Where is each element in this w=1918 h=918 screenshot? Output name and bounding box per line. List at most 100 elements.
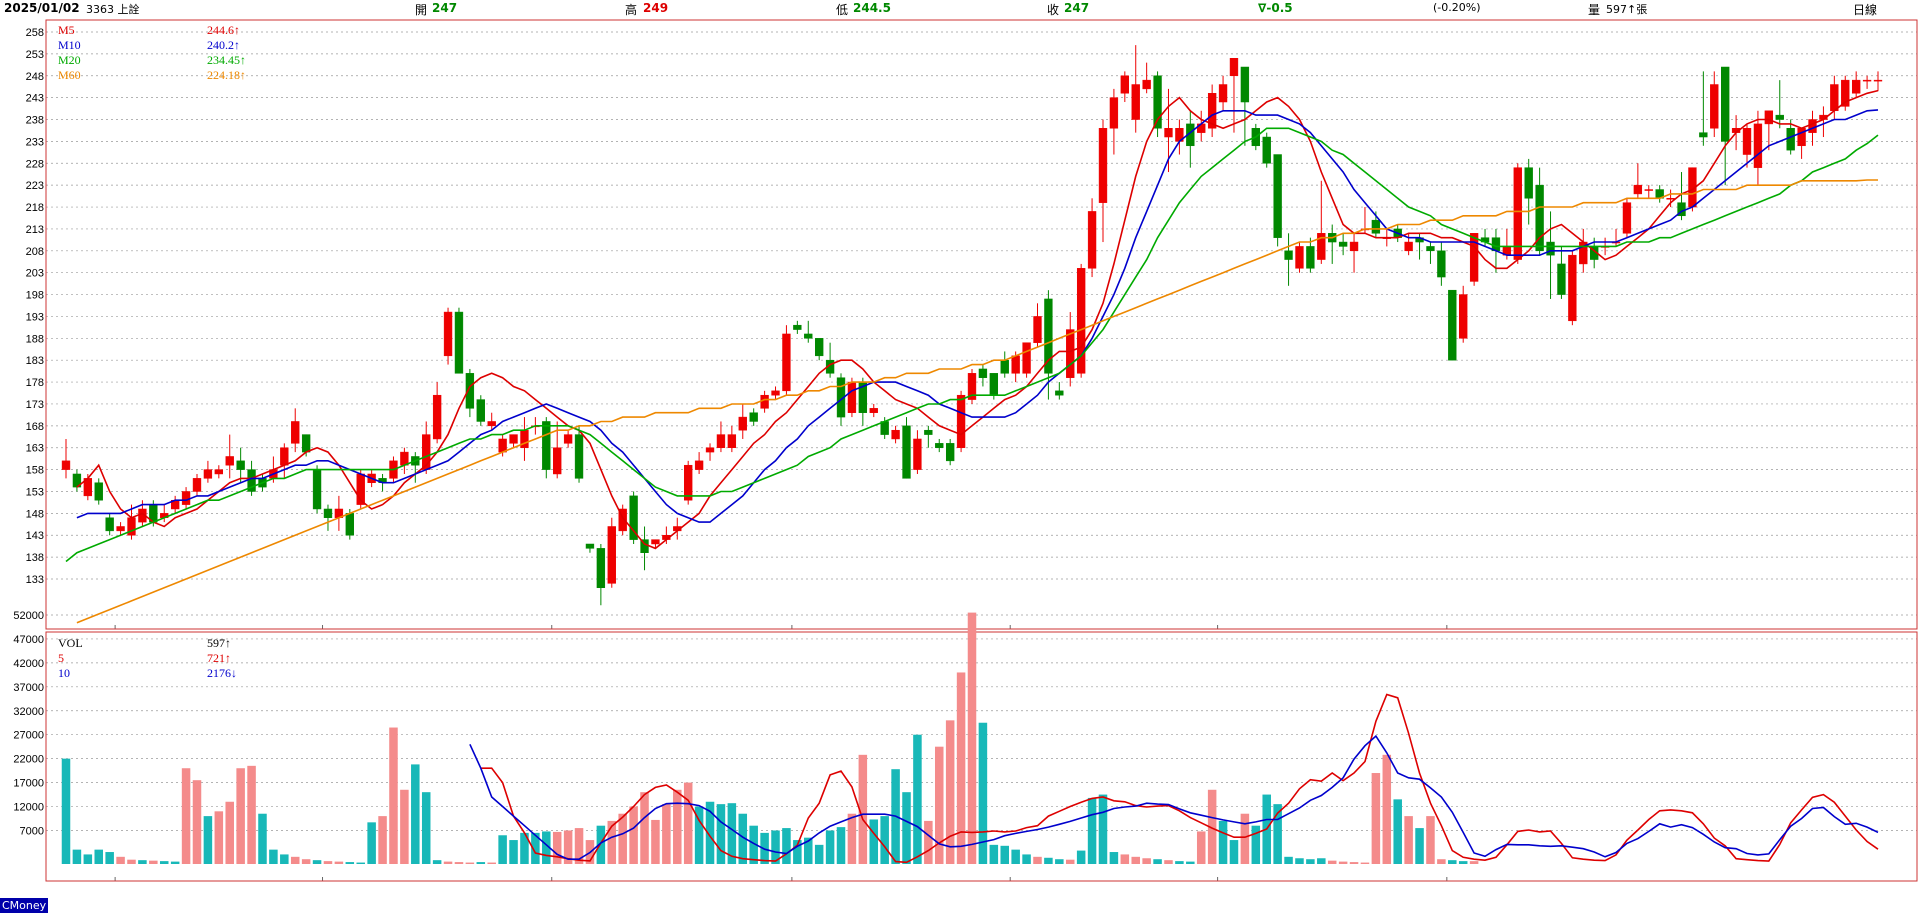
volume-bar <box>203 816 213 864</box>
candle-body <box>1710 84 1719 129</box>
volume-bar <box>520 832 529 864</box>
volume-bar <box>683 782 693 864</box>
candle-body <box>1240 66 1250 103</box>
candle-body <box>651 539 660 545</box>
candle-body <box>1076 268 1086 374</box>
volume-bar <box>1153 859 1162 864</box>
candle-body <box>945 443 955 462</box>
price-tick-label: 173 <box>26 399 44 411</box>
candle-body <box>1764 110 1774 125</box>
volume-bar <box>629 806 638 864</box>
volume-bar <box>432 860 442 864</box>
volume-bar <box>662 804 671 864</box>
volume-bar <box>1120 854 1130 864</box>
volume-bar <box>1033 856 1042 864</box>
volume-bar <box>1076 850 1086 864</box>
price-tick-label: 253 <box>26 49 44 61</box>
candle-body <box>1098 128 1108 203</box>
volume-bar <box>1109 852 1119 864</box>
volume-bar <box>138 860 147 864</box>
candle-body <box>684 464 693 501</box>
candle-body <box>61 460 71 470</box>
volume-bar <box>258 813 267 864</box>
volume-bar <box>1382 754 1392 864</box>
volume-bar <box>170 861 180 864</box>
candle-body <box>1338 241 1348 247</box>
axis-labels: 133 138 143 148 153 158 163 168 173 178 183 188 193 1… <box>13 27 1411 898</box>
volume-bar <box>1338 861 1348 864</box>
candle-body <box>1295 246 1304 269</box>
price-tick-label: 198 <box>26 290 44 302</box>
candle-body <box>1862 79 1872 82</box>
candle-body <box>225 456 234 466</box>
price-tick-label: 188 <box>26 333 44 345</box>
vol-ma-line-5 <box>480 693 1879 864</box>
candlestick-chart: 133 138 143 148 153 158 163 168 173 178 183 188 193 1… <box>13 19 1918 898</box>
volume-bar <box>411 764 420 864</box>
low-value: 244.5 <box>853 1 891 15</box>
candle-body <box>432 394 442 440</box>
candle-body <box>793 324 802 330</box>
volume-bar <box>334 861 344 864</box>
low-label: 低 <box>836 3 849 17</box>
volume-bar <box>1273 804 1282 864</box>
volume-bar <box>563 830 573 864</box>
volume-bar <box>847 813 857 864</box>
volume-bar <box>378 816 387 864</box>
month-label: 10 <box>961 897 975 898</box>
candle-body <box>607 526 616 584</box>
candle-body <box>94 482 103 501</box>
volume-tick-label: 22000 <box>13 754 44 766</box>
candles <box>61 45 1883 606</box>
legend-name: 5 <box>58 651 64 665</box>
candle-body <box>312 469 322 510</box>
volume-bar <box>1098 794 1108 864</box>
month-label: 11 <box>1168 897 1181 898</box>
volume-bar <box>443 861 453 864</box>
month-label: 07 <box>273 897 287 898</box>
ma-line-m60 <box>76 179 1878 624</box>
candle-body <box>1873 79 1883 82</box>
volume-bar <box>705 801 715 864</box>
volume-bar <box>345 862 355 864</box>
volume-bar <box>509 840 518 864</box>
volume-bar <box>83 854 93 864</box>
volume-bar <box>1284 856 1293 864</box>
volume-bar <box>1055 859 1064 864</box>
legend-value: 244.6↑ <box>207 23 240 37</box>
volume-tick-label: 37000 <box>13 682 44 694</box>
volume-bar <box>902 792 911 864</box>
candle-body <box>716 434 726 448</box>
candle-body <box>291 421 300 444</box>
candle-body <box>1306 246 1315 269</box>
candle-body <box>1120 75 1129 94</box>
volume-bar <box>782 828 791 864</box>
volume-bar <box>1349 862 1359 864</box>
candle-body <box>1011 355 1020 374</box>
candle-body <box>214 469 223 475</box>
volume-bar <box>1469 861 1479 864</box>
candle-body <box>1229 58 1239 77</box>
candle-body <box>116 526 125 532</box>
legend-name: M10 <box>58 38 81 52</box>
candle-body <box>629 495 638 540</box>
volume-bar <box>225 801 234 864</box>
volume-bar <box>1065 859 1075 864</box>
price-tick-label: 233 <box>26 136 44 148</box>
volume-bar <box>1011 849 1020 864</box>
grid-lines <box>46 31 1917 881</box>
candle-body <box>1524 167 1533 199</box>
candle-body <box>749 412 758 422</box>
volume-bar <box>913 734 922 864</box>
volume-bar <box>880 816 889 864</box>
volume-bar <box>1000 845 1010 864</box>
candle-body <box>553 447 562 475</box>
candle-body <box>1557 263 1566 295</box>
volume-bar <box>869 819 879 864</box>
ma-line-m20 <box>65 127 1879 563</box>
candle-body <box>1437 250 1446 278</box>
candle-body <box>1568 254 1577 322</box>
close-value: 247 <box>1064 1 1090 15</box>
candle-body <box>847 381 857 413</box>
high-value: 249 <box>643 1 669 15</box>
